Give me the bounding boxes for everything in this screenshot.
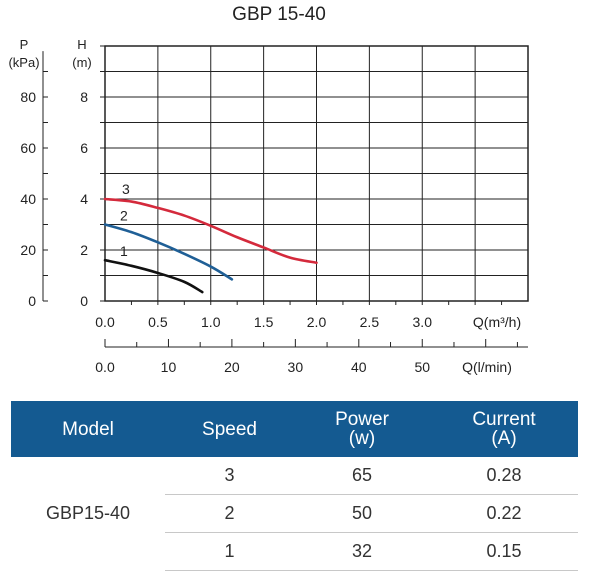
table-row: GBP15-40 3 65 0.28	[11, 457, 578, 523]
speed-cell: 2	[165, 494, 294, 533]
x-tick-label: 0.0	[95, 314, 115, 330]
y-tick-label: 6	[80, 140, 88, 156]
x2-tick-label: 30	[288, 359, 304, 375]
header-current: Current (A)	[430, 401, 578, 457]
x2-axis-label: Q(l/min)	[462, 359, 512, 375]
pressure-tick-label: 40	[20, 191, 36, 207]
current-cell: 0.22	[430, 494, 578, 533]
x-tick-label: 2.0	[307, 314, 327, 330]
x-axis-label: Q(m³/h)	[473, 314, 521, 330]
speed-3-curve	[103, 197, 318, 265]
chart-title: GBP 15-40	[232, 4, 326, 25]
header-speed: Speed	[165, 401, 294, 457]
speed-2-curve	[103, 223, 234, 281]
head-axis-label: H	[77, 37, 86, 52]
pressure-axis-unit: (kPa)	[8, 55, 39, 70]
power-cell: 65	[351, 465, 373, 485]
header-model: Model	[11, 401, 165, 457]
header-current-unit: (A)	[491, 428, 517, 449]
y-tick-label: 0	[80, 293, 88, 309]
x2-tick-label: 20	[224, 359, 240, 375]
x-tick-label: 0.5	[148, 314, 168, 330]
pressure-tick-label: 0	[28, 293, 36, 309]
speed-1-label: 1	[120, 243, 128, 259]
x-tick-label: 2.5	[360, 314, 380, 330]
speed-cell: 3	[224, 465, 235, 485]
current-cell: 0.28	[486, 465, 522, 485]
current-cell: 0.15	[430, 532, 578, 571]
pump-curve-chart: GBP 15-40 P (kPa) H (m) 024680204060800.…	[8, 4, 529, 375]
header-power: Power (w)	[294, 401, 430, 457]
y-tick-label: 2	[80, 242, 88, 258]
spec-table: Model Speed Power (w) Current (A) GBP15-…	[11, 401, 578, 571]
x2-tick-label: 0.0	[95, 359, 115, 375]
chart-grid	[105, 46, 528, 301]
head-axis-unit: (m)	[72, 55, 92, 70]
pressure-tick-label: 80	[20, 89, 36, 105]
header-power-label: Power	[335, 409, 389, 430]
y-tick-label: 8	[80, 89, 88, 105]
header-power-unit: (w)	[348, 428, 376, 449]
table-row: 2 50 0.22	[11, 494, 578, 533]
power-cell: 32	[294, 532, 430, 571]
speed-cell: 1	[165, 532, 294, 571]
x-tick-label: 3.0	[413, 314, 433, 330]
pressure-tick-label: 60	[20, 140, 36, 156]
model-cell: GBP15-40	[45, 503, 131, 524]
x2-tick-label: 40	[351, 359, 367, 375]
pressure-tick-label: 20	[20, 242, 36, 258]
speed-1-curve	[103, 258, 204, 294]
pressure-axis-label: P	[20, 37, 29, 52]
power-cell: 50	[294, 494, 430, 533]
table-header-row: Model Speed Power (w) Current (A)	[11, 401, 578, 457]
y-tick-label: 4	[80, 191, 88, 207]
x-tick-label: 1.5	[254, 314, 274, 330]
header-current-label: Current	[472, 409, 536, 430]
speed-2-label: 2	[120, 208, 128, 224]
x2-tick-label: 50	[414, 359, 430, 375]
chart-series: 1 2 3	[103, 181, 318, 294]
speed-3-label: 3	[122, 181, 130, 197]
header-speed-label: Speed	[202, 418, 257, 440]
x-tick-label: 1.0	[201, 314, 221, 330]
x2-tick-label: 10	[161, 359, 177, 375]
header-model-label: Model	[62, 418, 114, 440]
